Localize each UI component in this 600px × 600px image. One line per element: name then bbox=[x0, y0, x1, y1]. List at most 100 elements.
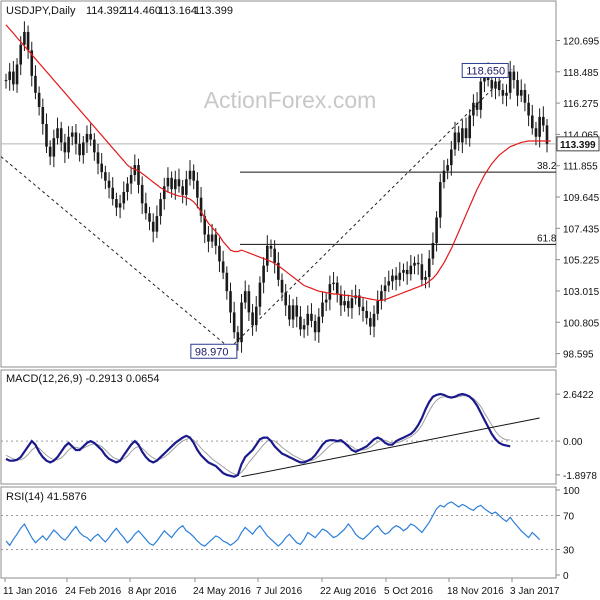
price-tag-label: 118.650 bbox=[466, 65, 505, 77]
candle-body bbox=[89, 133, 92, 140]
candle-body bbox=[324, 299, 328, 303]
candle-body bbox=[67, 136, 70, 153]
rsi-y-tick-label: 100 bbox=[563, 486, 580, 497]
candle-body bbox=[409, 265, 413, 275]
rsi-panel-frame bbox=[0, 486, 557, 579]
candle-body bbox=[295, 305, 299, 317]
candle-body bbox=[398, 272, 402, 280]
candle-body bbox=[464, 128, 468, 139]
candle-body bbox=[343, 301, 346, 306]
candle-body bbox=[490, 80, 494, 89]
candle-body bbox=[100, 163, 103, 173]
candle-body bbox=[523, 90, 527, 103]
price-y-tick-label: 116.275 bbox=[563, 99, 599, 110]
x-tick-label: 3 Jan 2017 bbox=[510, 586, 560, 597]
x-tick-label: 18 Nov 2016 bbox=[447, 586, 504, 597]
candle-body bbox=[405, 269, 409, 275]
candle-body bbox=[505, 92, 508, 96]
x-tick-label: 22 Aug 2016 bbox=[320, 586, 377, 597]
candle-body bbox=[166, 177, 170, 187]
candle-body bbox=[247, 291, 251, 313]
candle-body bbox=[140, 184, 144, 204]
candle-body bbox=[332, 282, 335, 285]
candle-body bbox=[207, 234, 210, 242]
candle-body bbox=[358, 295, 361, 307]
candle-body bbox=[424, 277, 427, 280]
rsi-y-tick-label: 0 bbox=[563, 571, 569, 582]
candle-body bbox=[369, 318, 372, 327]
price-y-tick-label: 105.225 bbox=[563, 256, 600, 267]
candle-body bbox=[30, 50, 34, 76]
ohlc-close: 113.399 bbox=[194, 5, 233, 17]
candle-body bbox=[394, 275, 398, 280]
candle-body bbox=[26, 31, 30, 51]
candle-body bbox=[210, 234, 214, 242]
moving-average-line bbox=[5, 24, 551, 301]
candle-body bbox=[185, 179, 188, 195]
candle-body bbox=[240, 302, 243, 343]
price-y-tick-label: 120.695 bbox=[563, 36, 600, 47]
price-y-tick-label: 98.595 bbox=[563, 350, 594, 361]
candle-body bbox=[159, 199, 162, 217]
candle-body bbox=[122, 192, 126, 204]
candle-body bbox=[177, 179, 181, 187]
candle-body bbox=[468, 115, 472, 139]
candle-body bbox=[335, 282, 339, 294]
candle-body bbox=[512, 71, 516, 81]
rsi-panel: RSI(14) 41.5876 100 70 30 0 bbox=[0, 486, 580, 582]
candle-body bbox=[52, 138, 56, 157]
candle-body bbox=[497, 81, 501, 90]
candle-body bbox=[232, 312, 236, 333]
macd-panel-frame bbox=[0, 369, 557, 485]
candle-body bbox=[313, 320, 317, 333]
candle-body bbox=[380, 291, 383, 302]
candle-body bbox=[361, 306, 365, 311]
candle-body bbox=[12, 71, 15, 85]
candle-body bbox=[74, 132, 78, 144]
candle-body bbox=[317, 316, 321, 333]
candle-body bbox=[542, 116, 545, 126]
candle-body bbox=[413, 262, 416, 266]
candle-body bbox=[376, 301, 380, 314]
macd-y-tick-label: 0.00 bbox=[563, 437, 583, 448]
candle-body bbox=[291, 305, 295, 320]
candle-body bbox=[457, 132, 460, 143]
price-tag-box bbox=[190, 343, 238, 359]
candle-body bbox=[446, 165, 449, 171]
x-axis: 11 Jan 2016 24 Feb 2016 8 Apr 2016 24 May 2… bbox=[3, 578, 560, 597]
macd-panel-title: MACD(12,26,9) -0.2913 0.0654 bbox=[6, 373, 159, 385]
candle-body bbox=[299, 316, 302, 330]
rsi-panel-title: RSI(14) 41.5876 bbox=[6, 491, 87, 503]
candle-body bbox=[391, 275, 394, 282]
candle-body bbox=[118, 203, 122, 208]
fib-level-label: 61.8 bbox=[537, 233, 557, 244]
watermark: ActionForex.com bbox=[204, 87, 377, 113]
candle-body bbox=[115, 199, 118, 208]
price-y-tick-label: 107.435 bbox=[563, 224, 600, 235]
candle-body bbox=[494, 81, 497, 89]
candle-body bbox=[229, 291, 232, 313]
ohlc-open: 114.392 bbox=[86, 5, 125, 17]
price-tag-box bbox=[461, 62, 509, 78]
candle-body bbox=[288, 305, 291, 320]
ohlc-high: 114.460 bbox=[122, 5, 161, 17]
candle-body bbox=[59, 128, 63, 143]
candle-body bbox=[96, 152, 100, 164]
price-y-tick-label: 111.855 bbox=[563, 162, 598, 173]
candle-body bbox=[173, 179, 177, 190]
rsi-y-tick-label: 30 bbox=[563, 546, 575, 557]
candle-body bbox=[306, 313, 310, 326]
candle-body bbox=[254, 306, 258, 326]
candle-body bbox=[280, 279, 284, 293]
candle-body bbox=[15, 64, 19, 85]
last-price-label: 113.399 bbox=[560, 140, 596, 151]
candle-body bbox=[372, 313, 376, 327]
candle-body bbox=[181, 186, 184, 195]
candle-body bbox=[258, 282, 262, 307]
macd-y-tick-label: 2.6422 bbox=[563, 390, 594, 401]
candle-body bbox=[435, 217, 438, 243]
price-panel: USDJPY,Daily 114.392 114.460 113.164 113… bbox=[0, 0, 600, 368]
candle-body bbox=[48, 146, 52, 157]
candle-body bbox=[107, 180, 111, 188]
price-y-tick-label: 100.805 bbox=[563, 318, 600, 329]
